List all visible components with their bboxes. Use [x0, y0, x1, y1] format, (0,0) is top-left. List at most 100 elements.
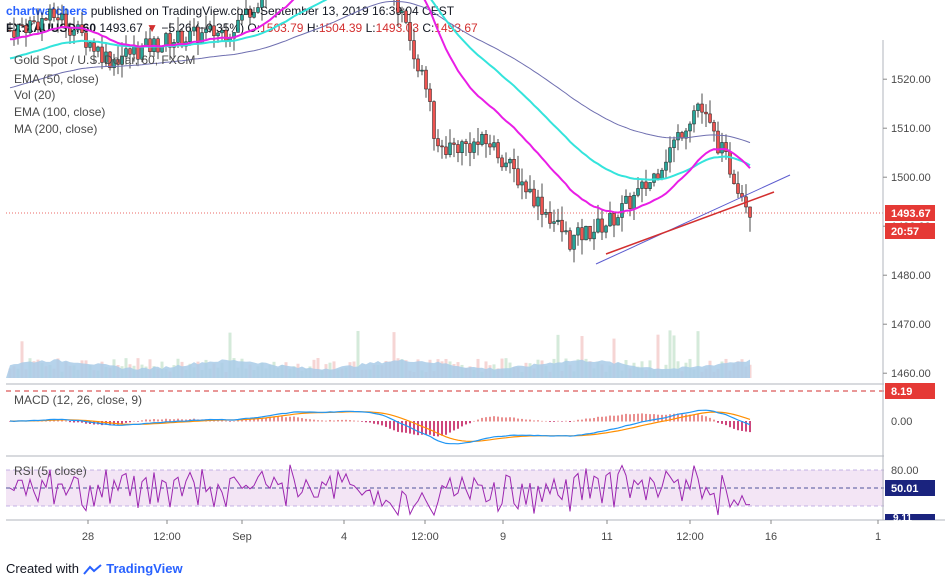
candle — [176, 17, 180, 49]
rsi-low-badge-bg — [885, 514, 935, 520]
channel-trendline — [595, 174, 791, 265]
candle-body — [128, 48, 132, 55]
candle-body — [540, 196, 544, 215]
macd-histogram-bar — [505, 417, 507, 422]
candle — [220, 26, 224, 42]
moving-averages-layer — [6, 0, 884, 265]
candle-body — [656, 173, 660, 179]
candle-body — [608, 213, 612, 227]
candle-body — [400, 10, 404, 13]
candle-body — [576, 227, 580, 236]
candle — [520, 168, 524, 200]
candle — [576, 222, 580, 246]
candle — [524, 179, 528, 199]
macd-histogram-bar — [725, 421, 727, 426]
candle-body — [488, 143, 492, 148]
down-arrow-icon: ▼ — [146, 21, 158, 35]
candle — [112, 53, 116, 76]
candle — [592, 219, 596, 250]
candle — [84, 32, 88, 56]
candle-body — [168, 33, 172, 48]
candle — [664, 149, 668, 178]
macd-histogram-bar — [513, 417, 515, 422]
macd-histogram-bar — [485, 417, 487, 422]
macd-histogram-bar — [433, 421, 435, 437]
macd-histogram-bar — [557, 420, 559, 422]
candle — [416, 54, 420, 78]
published-text: published on TradingView.com, September … — [90, 4, 455, 18]
candle — [496, 138, 500, 164]
candle — [196, 21, 200, 55]
macd-histogram-bar — [169, 419, 171, 422]
macd-histogram-bar — [669, 414, 671, 422]
candle — [612, 212, 616, 238]
candle — [8, 21, 12, 33]
candle-body — [444, 146, 448, 155]
legend-macd: MACD (12, 26, close, 9) — [14, 393, 143, 407]
candle-body — [500, 157, 504, 168]
macd-histogram-bar — [541, 420, 543, 422]
candle-body — [524, 181, 528, 193]
macd-histogram-bar — [61, 419, 63, 422]
candle-body — [668, 147, 672, 163]
candle — [252, 7, 256, 19]
candle-body — [32, 20, 36, 23]
candle-body — [192, 26, 196, 32]
candle-body — [204, 28, 208, 33]
volume-bar — [672, 335, 676, 378]
candle-body — [72, 29, 76, 36]
macd-histogram-bar — [537, 420, 539, 422]
macd-histogram-bar — [161, 419, 163, 422]
volume-bar — [656, 334, 660, 378]
candle-body — [404, 10, 408, 23]
last-price: 1493.67 — [99, 21, 143, 35]
candle — [624, 189, 628, 204]
candle-body — [696, 103, 700, 111]
macd-histogram-bar — [349, 420, 351, 422]
macd-histogram-bar — [401, 421, 403, 433]
macd-histogram-bar — [381, 421, 383, 426]
tradingview-brand[interactable]: TradingView — [106, 561, 183, 576]
macd-histogram-bar — [625, 413, 627, 422]
candle — [460, 139, 464, 166]
candle-body — [552, 221, 556, 224]
macd-histogram-bar — [233, 420, 235, 422]
candle — [412, 28, 416, 69]
macd-histogram-bar — [709, 417, 711, 422]
candle — [128, 47, 132, 69]
macd-histogram-bar — [341, 419, 343, 422]
candle — [472, 138, 476, 160]
candle-body — [196, 26, 200, 44]
macd-histogram-bar — [237, 420, 239, 422]
candle — [452, 137, 456, 158]
candle — [40, 12, 44, 42]
volume-bar — [356, 330, 360, 378]
price-tick-label: 1460.00 — [891, 368, 931, 380]
macd-histogram-bar — [173, 419, 175, 422]
candle — [512, 148, 516, 183]
candle-body — [504, 162, 508, 168]
ema100-line — [9, 0, 751, 181]
macd-histogram-bar — [149, 419, 151, 422]
candle-body — [436, 138, 440, 147]
macd-histogram-bar — [385, 421, 387, 427]
macd-histogram-bar — [449, 421, 451, 433]
macd-histogram-bar — [705, 416, 707, 422]
macd-histogram-bar — [497, 416, 499, 422]
candle — [400, 6, 404, 23]
macd-histogram-bar — [181, 419, 183, 422]
candle-body — [720, 142, 724, 154]
candle-body — [532, 188, 536, 207]
candle-body — [616, 217, 620, 226]
candle-body — [648, 182, 652, 189]
candle — [144, 31, 148, 47]
macd-histogram-bar — [713, 419, 715, 422]
macd-histogram-bar — [469, 421, 471, 424]
macd-histogram-bar — [73, 421, 75, 423]
candle — [36, 8, 40, 34]
candle-body — [100, 46, 104, 63]
candle-body — [124, 48, 128, 57]
macd-histogram-bar — [249, 418, 251, 422]
candle-body — [116, 59, 120, 65]
